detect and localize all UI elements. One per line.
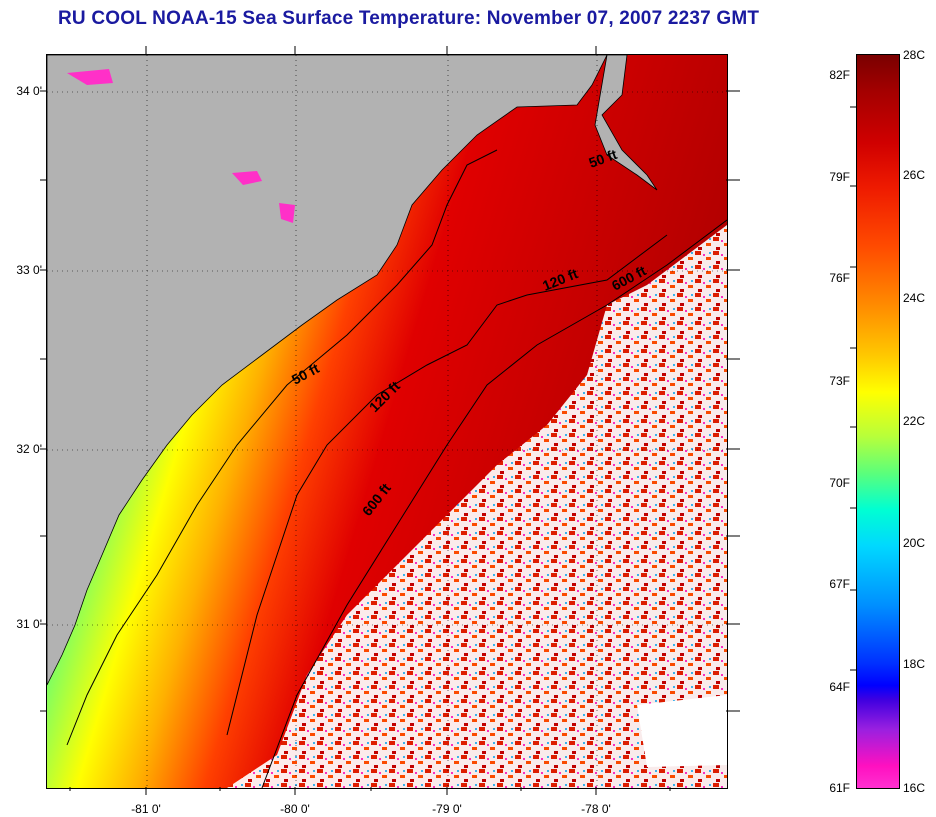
chart-title: RU COOL NOAA-15 Sea Surface Temperature:…: [58, 8, 760, 29]
colorbar-label-18c: 18C: [903, 657, 926, 671]
colorbar-label-28c: 28C: [903, 48, 926, 62]
colorbar-label-73f: 73F: [829, 374, 850, 388]
cloud-cover-south: [637, 695, 727, 767]
colorbar-label-67f: 67F: [829, 577, 850, 591]
longitude-label-81: -81 0': [131, 802, 161, 816]
sst-map[interactable]: 50 ft 120 ft 600 ft 50 ft 120 ft 600 ft: [46, 54, 728, 789]
colorbar-label-22c: 22C: [903, 414, 926, 428]
colorbar-label-61f: 61F: [829, 781, 850, 795]
longitude-label-80: -80 0': [280, 802, 310, 816]
latitude-label-34: 34 0': [16, 84, 42, 98]
longitude-label-79: -79 0': [432, 802, 462, 816]
land-peninsula: [594, 55, 658, 191]
colorbar-label-26c: 26C: [903, 168, 926, 182]
colorbar-label-79f: 79F: [829, 170, 850, 184]
inland-lake: [232, 171, 262, 185]
colorbar-label-70f: 70F: [829, 476, 850, 490]
longitude-label-78: -78 0': [581, 802, 611, 816]
latitude-label-33: 33 0': [16, 263, 42, 277]
land-mass: [47, 55, 608, 686]
colorbar-label-76f: 76F: [829, 271, 850, 285]
graticule: [47, 55, 727, 788]
colorbar-label-16c: 16C: [903, 781, 926, 795]
temperature-colorbar: [856, 54, 900, 789]
inland-lake: [67, 69, 113, 85]
latitude-label-31: 31 0': [16, 617, 42, 631]
colorbar-label-24c: 24C: [903, 291, 926, 305]
bathymetry-contours: [66, 149, 727, 788]
latitude-label-32: 32 0': [16, 442, 42, 456]
colorbar-label-20c: 20C: [903, 536, 926, 550]
colorbar-label-64f: 64F: [829, 680, 850, 694]
colorbar-label-82f: 82F: [829, 68, 850, 82]
inland-lake: [279, 203, 295, 223]
sst-map-canvas: 50 ft 120 ft 600 ft 50 ft 120 ft 600 ft: [47, 55, 727, 788]
cloud-cover: [227, 225, 727, 788]
